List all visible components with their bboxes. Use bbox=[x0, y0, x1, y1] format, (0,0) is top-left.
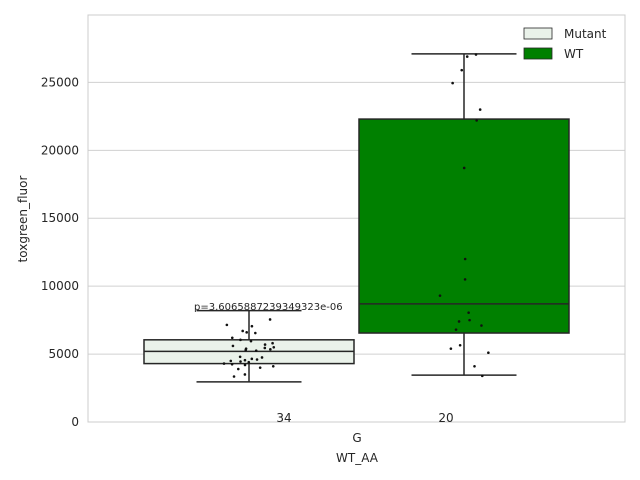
data-point bbox=[451, 81, 454, 85]
data-point bbox=[238, 355, 242, 359]
data-point bbox=[243, 373, 247, 376]
legend: Mutant WT bbox=[523, 27, 607, 61]
y-tick-label: 0 bbox=[71, 415, 79, 429]
y-axis-ticks: 0 5000 10000 15000 20000 25000 bbox=[41, 75, 79, 429]
data-point bbox=[249, 339, 253, 343]
y-axis-label: toxgreen_fluor bbox=[16, 176, 30, 263]
data-point bbox=[462, 166, 466, 170]
count-label-mutant: 34 bbox=[276, 411, 291, 425]
data-point bbox=[268, 318, 272, 321]
data-point bbox=[474, 53, 478, 56]
legend-label-mutant: Mutant bbox=[564, 27, 607, 41]
data-point bbox=[269, 348, 272, 351]
data-point bbox=[272, 345, 276, 349]
data-point bbox=[263, 346, 267, 350]
y-tick-label: 25000 bbox=[41, 75, 79, 89]
data-point bbox=[222, 362, 226, 365]
data-point bbox=[457, 320, 461, 323]
count-labels: 34 20 bbox=[276, 411, 453, 425]
x-tick-label: G bbox=[352, 431, 361, 445]
data-point bbox=[232, 375, 236, 378]
data-point bbox=[454, 328, 458, 331]
data-point bbox=[271, 341, 274, 345]
data-point bbox=[243, 363, 247, 367]
p-value-annotation: p=3.6065887239349323e-06 bbox=[194, 302, 343, 313]
data-point bbox=[244, 348, 248, 352]
x-axis-label: WT_AA bbox=[336, 451, 379, 465]
data-point bbox=[254, 331, 257, 335]
y-tick-label: 5000 bbox=[48, 347, 79, 361]
data-point bbox=[231, 344, 235, 348]
data-point bbox=[487, 351, 490, 355]
boxes bbox=[143, 53, 570, 383]
data-point bbox=[229, 359, 233, 363]
legend-label-wt: WT bbox=[564, 47, 584, 61]
data-point bbox=[241, 329, 244, 333]
data-point bbox=[463, 257, 467, 261]
data-point bbox=[230, 336, 234, 340]
strip-points bbox=[222, 53, 490, 378]
y-tick-label: 20000 bbox=[41, 143, 79, 157]
data-point bbox=[239, 360, 242, 363]
data-point bbox=[260, 356, 264, 359]
data-point bbox=[438, 294, 442, 297]
data-point bbox=[468, 318, 471, 322]
data-point bbox=[449, 347, 453, 350]
data-point bbox=[480, 374, 484, 378]
data-point bbox=[230, 362, 234, 366]
data-point bbox=[250, 357, 254, 361]
data-point bbox=[467, 311, 470, 314]
iqr-box bbox=[358, 118, 570, 334]
data-point bbox=[473, 365, 476, 368]
legend-swatch-wt bbox=[523, 47, 553, 60]
box-wt bbox=[358, 53, 570, 376]
data-point bbox=[463, 278, 467, 281]
data-point bbox=[480, 324, 483, 327]
data-point bbox=[258, 366, 262, 369]
data-point bbox=[247, 360, 251, 364]
data-point bbox=[478, 108, 482, 111]
plot-area-border bbox=[87, 14, 626, 423]
data-point bbox=[271, 365, 275, 368]
data-point bbox=[245, 331, 248, 334]
box-mutant bbox=[143, 309, 355, 383]
y-tick-label: 10000 bbox=[41, 279, 79, 293]
data-point bbox=[460, 68, 464, 72]
data-point bbox=[225, 323, 229, 327]
count-label-wt: 20 bbox=[438, 411, 453, 425]
data-point bbox=[250, 324, 254, 328]
data-point bbox=[236, 367, 240, 371]
y-tick-label: 15000 bbox=[41, 211, 79, 225]
data-point bbox=[263, 343, 267, 346]
data-point bbox=[465, 55, 469, 58]
data-point bbox=[243, 358, 247, 362]
data-point bbox=[255, 358, 259, 361]
data-point bbox=[475, 119, 478, 122]
legend-swatch-mutant bbox=[523, 27, 553, 40]
data-point bbox=[254, 349, 258, 352]
data-point bbox=[239, 338, 242, 342]
data-point bbox=[458, 343, 462, 347]
